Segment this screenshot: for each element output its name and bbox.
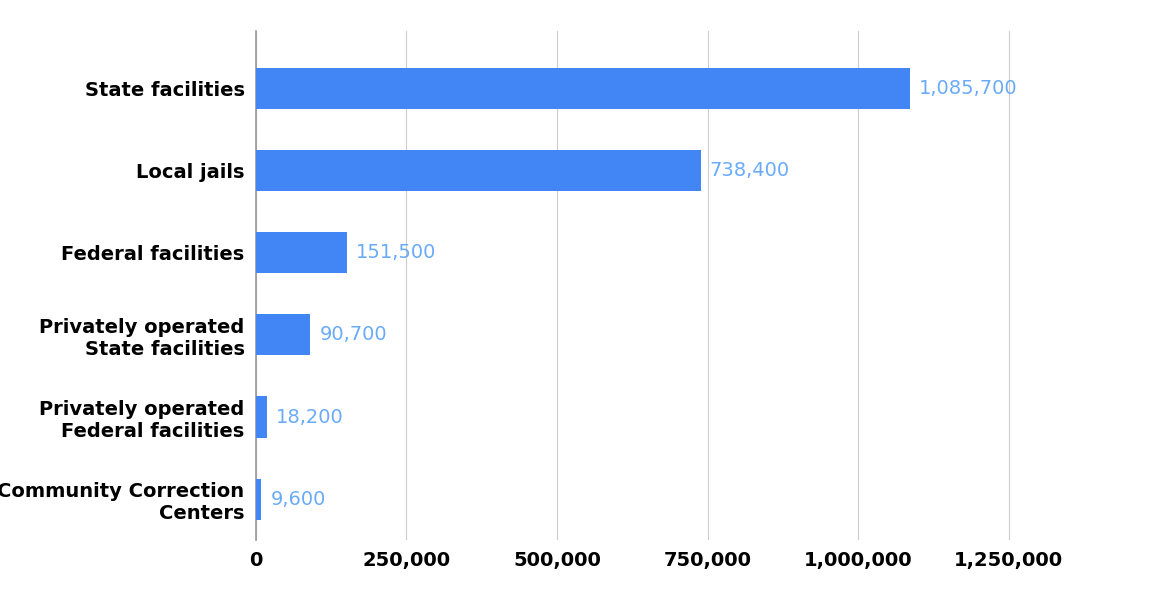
Bar	[256, 314, 310, 356]
Bar	[256, 68, 910, 109]
Bar	[256, 150, 701, 191]
Text: 90,700: 90,700	[320, 325, 387, 344]
Text: 9,600: 9,600	[271, 490, 325, 509]
Text: 18,200: 18,200	[275, 408, 344, 427]
Text: 738,400: 738,400	[710, 161, 790, 180]
Bar	[256, 232, 347, 273]
Bar	[256, 479, 261, 520]
Bar	[256, 397, 266, 438]
Text: 1,085,700: 1,085,700	[919, 79, 1018, 98]
Text: 151,500: 151,500	[356, 243, 437, 262]
